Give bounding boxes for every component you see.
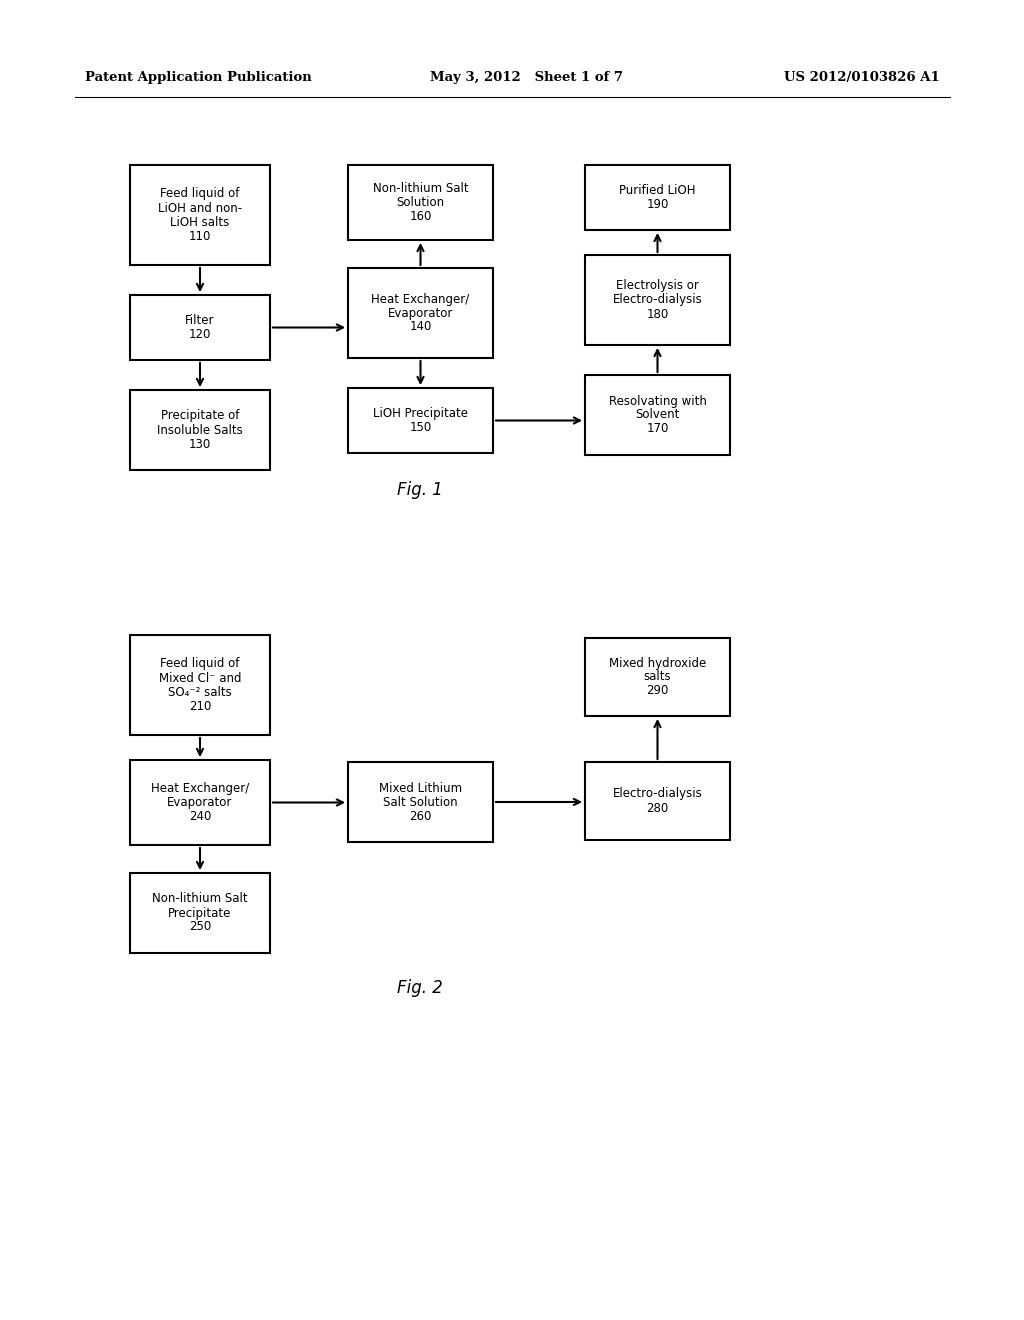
Bar	[348, 268, 493, 358]
Bar	[130, 389, 270, 470]
Text: Mixed hydroxide: Mixed hydroxide	[609, 656, 707, 669]
Text: Resolvating with: Resolvating with	[608, 395, 707, 408]
Bar	[585, 165, 730, 230]
Text: Evaporator: Evaporator	[167, 796, 232, 809]
Text: 280: 280	[646, 801, 669, 814]
Text: 140: 140	[410, 321, 432, 334]
Text: Non-lithium Salt: Non-lithium Salt	[373, 182, 468, 195]
Text: 160: 160	[410, 210, 432, 223]
Text: 240: 240	[188, 810, 211, 822]
Text: salts: salts	[644, 671, 672, 684]
Text: 190: 190	[646, 198, 669, 211]
Text: Heat Exchanger/: Heat Exchanger/	[372, 293, 470, 305]
Bar	[585, 762, 730, 840]
Text: Heat Exchanger/: Heat Exchanger/	[151, 781, 249, 795]
Text: 170: 170	[646, 422, 669, 436]
Text: Precipitate of: Precipitate of	[161, 409, 240, 422]
Bar	[130, 165, 270, 265]
Text: Filter: Filter	[185, 314, 215, 327]
Text: 250: 250	[188, 920, 211, 933]
Bar	[585, 255, 730, 345]
Bar	[348, 388, 493, 453]
Bar	[130, 760, 270, 845]
Text: SO₄⁻² salts: SO₄⁻² salts	[168, 685, 231, 698]
Text: Solution: Solution	[396, 195, 444, 209]
Text: LiOH and non-: LiOH and non-	[158, 202, 242, 214]
Text: Fig. 2: Fig. 2	[397, 979, 443, 997]
Text: Feed liquid of: Feed liquid of	[161, 187, 240, 201]
Text: 210: 210	[188, 700, 211, 713]
Text: May 3, 2012   Sheet 1 of 7: May 3, 2012 Sheet 1 of 7	[430, 71, 623, 84]
Text: Purified LiOH: Purified LiOH	[620, 183, 695, 197]
Bar	[130, 873, 270, 953]
Text: LiOH salts: LiOH salts	[170, 215, 229, 228]
Text: Mixed Cl⁻ and: Mixed Cl⁻ and	[159, 672, 242, 685]
Text: Patent Application Publication: Patent Application Publication	[85, 71, 311, 84]
Text: 120: 120	[188, 327, 211, 341]
Text: Electro-dialysis: Electro-dialysis	[612, 293, 702, 306]
Bar	[585, 375, 730, 455]
Text: 110: 110	[188, 230, 211, 243]
Bar	[348, 762, 493, 842]
Text: 150: 150	[410, 421, 432, 434]
Bar	[348, 165, 493, 240]
Text: 130: 130	[188, 437, 211, 450]
Text: Feed liquid of: Feed liquid of	[161, 657, 240, 671]
Text: Electro-dialysis: Electro-dialysis	[612, 788, 702, 800]
Bar	[130, 635, 270, 735]
Text: US 2012/0103826 A1: US 2012/0103826 A1	[784, 71, 940, 84]
Text: Solvent: Solvent	[635, 408, 680, 421]
Text: Salt Solution: Salt Solution	[383, 796, 458, 808]
Bar	[130, 294, 270, 360]
Text: Evaporator: Evaporator	[388, 306, 454, 319]
Text: Non-lithium Salt: Non-lithium Salt	[153, 892, 248, 906]
Text: Insoluble Salts: Insoluble Salts	[157, 424, 243, 437]
Text: 290: 290	[646, 685, 669, 697]
Text: LiOH Precipitate: LiOH Precipitate	[373, 407, 468, 420]
Text: 180: 180	[646, 308, 669, 321]
Bar	[585, 638, 730, 715]
Text: Electrolysis or: Electrolysis or	[616, 280, 699, 293]
Text: Fig. 1: Fig. 1	[397, 480, 443, 499]
Text: Mixed Lithium: Mixed Lithium	[379, 781, 462, 795]
Text: Precipitate: Precipitate	[168, 907, 231, 920]
Text: 260: 260	[410, 809, 432, 822]
